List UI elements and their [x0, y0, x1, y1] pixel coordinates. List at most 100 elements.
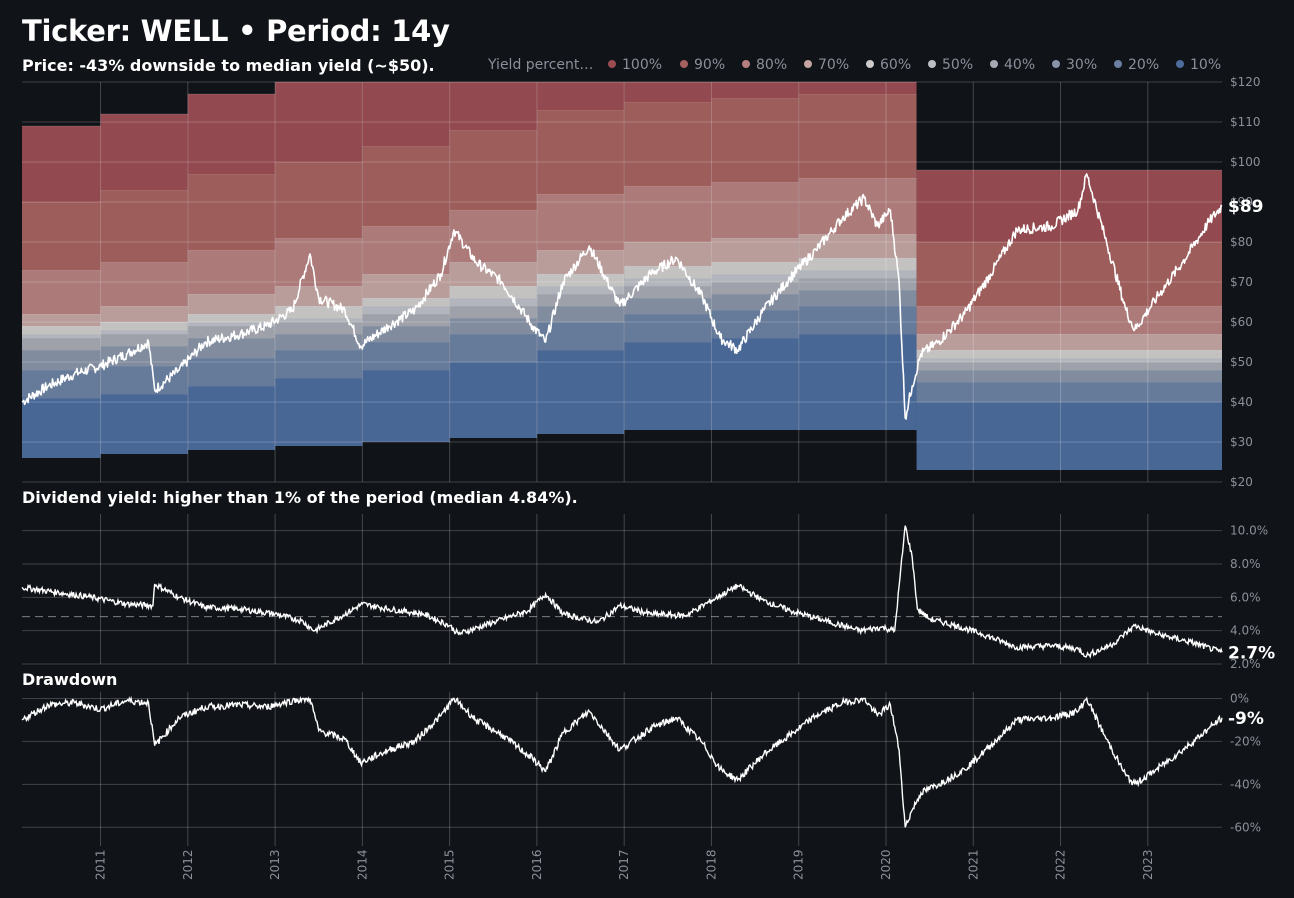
yield-band-20	[916, 382, 1222, 402]
yield-axis-tick: 8.0%	[1230, 557, 1261, 571]
yield-band-30	[536, 306, 625, 322]
yield-band-10	[536, 350, 625, 434]
legend-swatch	[804, 60, 812, 68]
yield-band-20	[187, 358, 276, 386]
yield-band-30	[449, 318, 537, 334]
yield-band-30	[798, 290, 917, 306]
yield-band-80	[536, 194, 625, 250]
yield-band-70	[449, 262, 537, 286]
yield-band-90	[798, 94, 917, 178]
price-axis-tick: $30	[1230, 435, 1253, 449]
year-axis-tick: 2018	[704, 849, 718, 880]
yield-band-70	[916, 334, 1222, 350]
yield-band-70	[187, 294, 276, 314]
legend-swatch	[1052, 60, 1060, 68]
yield-axis-tick: 6.0%	[1230, 590, 1261, 604]
yield-band-60	[711, 262, 799, 274]
yield-band-80	[362, 226, 450, 274]
yield-band-90	[362, 146, 450, 226]
yield-band-50	[22, 334, 101, 338]
legend-item: 70%	[818, 57, 849, 73]
yield-band-40	[100, 334, 188, 346]
yield-percentile-bands	[22, 81, 1222, 470]
yield-band-10	[22, 398, 101, 458]
yield-panel-title: Dividend yield: higher than 1% of the pe…	[22, 488, 578, 507]
yield-band-50	[187, 322, 276, 326]
yield-band-20	[275, 350, 363, 378]
yield-band-90	[449, 130, 537, 210]
yield-band-40	[711, 282, 799, 294]
yield-band-30	[100, 346, 188, 366]
yield-band-40	[916, 362, 1222, 370]
drawdown-line	[21, 695, 1223, 828]
year-axis-tick: 2020	[879, 849, 893, 880]
yield-band-50	[100, 330, 188, 334]
yield-band-70	[100, 306, 188, 322]
legend-item: 40%	[1004, 57, 1035, 73]
yield-band-50	[449, 298, 537, 306]
yield-band-80	[100, 262, 188, 306]
yield-band-80	[275, 238, 363, 286]
yield-band-50	[711, 274, 799, 282]
yield-band-70	[711, 238, 799, 262]
yield-axis-tick: 4.0%	[1230, 624, 1261, 638]
yield-band-90	[711, 98, 799, 182]
yield-band-90	[22, 202, 101, 270]
legend-swatch	[1176, 60, 1184, 68]
yield-band-50	[916, 358, 1222, 362]
year-axis-tick: 2017	[617, 849, 631, 880]
yield-band-50	[624, 278, 712, 286]
legend-item: 10%	[1190, 57, 1221, 73]
yield-band-20	[798, 306, 917, 334]
legend-item: 30%	[1066, 57, 1097, 73]
yield-band-30	[624, 298, 712, 314]
price-axis-tick: $80	[1230, 235, 1253, 249]
yield-end-label: 2.7%	[1228, 643, 1275, 663]
year-axis-tick: 2016	[530, 849, 544, 880]
legend-item: 80%	[756, 57, 787, 73]
year-axis-tick: 2015	[443, 849, 457, 880]
yield-band-10	[275, 378, 363, 446]
drawdown-axis-tick: 0%	[1230, 691, 1249, 705]
yield-band-10	[798, 334, 917, 430]
price-axis-tick: $90	[1230, 195, 1253, 209]
legend-swatch	[1114, 60, 1122, 68]
yield-band-40	[22, 338, 101, 350]
price-axis-tick: $40	[1230, 395, 1253, 409]
yield-band-50	[275, 318, 363, 322]
yield-band-60	[275, 306, 363, 318]
year-axis-tick: 2013	[268, 849, 282, 880]
yield-band-40	[536, 294, 625, 306]
yield-band-10	[187, 386, 276, 450]
price-line	[21, 173, 1223, 420]
yield-band-50	[362, 306, 450, 314]
yield-band-100	[536, 82, 625, 110]
yield-band-20	[362, 342, 450, 370]
yield-band-10	[624, 342, 712, 430]
yield-band-10	[100, 394, 188, 454]
yield-band-10	[916, 402, 1222, 470]
year-axis-tick: 2019	[792, 849, 806, 880]
price-axis-tick: $100	[1230, 155, 1261, 169]
yield-band-90	[624, 102, 712, 186]
yield-line	[21, 525, 1223, 659]
legend-title: Yield percent…	[487, 57, 593, 73]
legend-swatch	[680, 60, 688, 68]
yield-band-70	[22, 314, 101, 326]
yield-band-80	[449, 210, 537, 262]
yield-band-80	[624, 186, 712, 242]
price-axis-tick: $50	[1230, 355, 1253, 369]
price-axis-tick: $20	[1230, 475, 1253, 489]
price-axis-tick: $110	[1230, 115, 1261, 129]
yield-band-100	[187, 94, 276, 174]
legend-item: 60%	[880, 57, 911, 73]
year-axis-tick: 2021	[966, 849, 980, 880]
yield-band-30	[275, 334, 363, 350]
yield-band-100	[798, 82, 917, 94]
yield-band-80	[22, 270, 101, 314]
yield-band-60	[22, 326, 101, 334]
yield-band-50	[536, 286, 625, 294]
yield-band-80	[711, 182, 799, 238]
legend-item: 50%	[942, 57, 973, 73]
yield-band-10	[711, 338, 799, 430]
